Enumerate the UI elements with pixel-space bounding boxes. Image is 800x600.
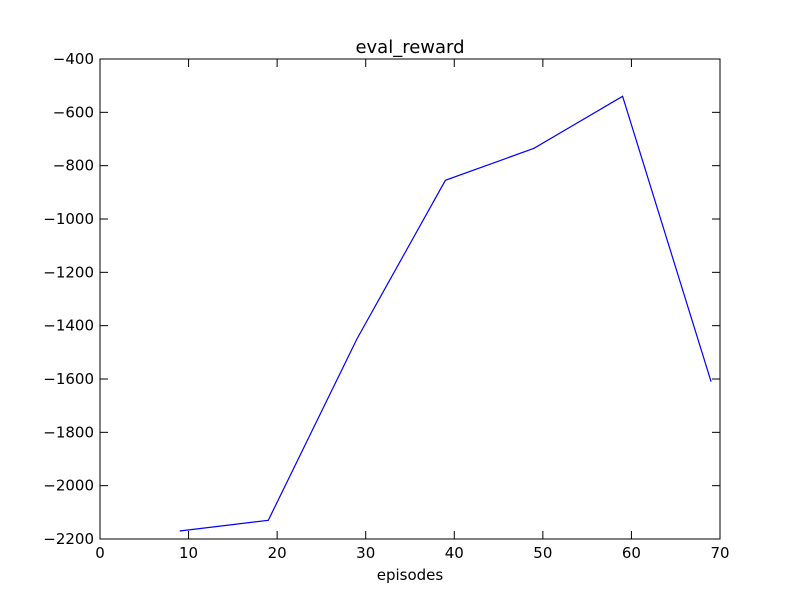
- y-tick-label: −2200: [43, 530, 94, 548]
- x-tick-label: 70: [710, 544, 729, 562]
- y-tick-label: −2000: [43, 477, 94, 495]
- x-axis-label: episodes: [377, 566, 444, 584]
- series-line: [179, 95, 712, 532]
- y-tick-label: −600: [53, 103, 94, 121]
- y-tick-label: −400: [53, 50, 94, 68]
- x-tick-label: 50: [533, 544, 552, 562]
- x-tick-label: 10: [179, 544, 198, 562]
- x-tick-label: 20: [268, 544, 287, 562]
- chart-title: eval_reward: [355, 37, 464, 58]
- y-tick-label: −1800: [43, 423, 94, 441]
- y-tick-label: −800: [53, 157, 94, 175]
- x-tick-label: 30: [356, 544, 375, 562]
- x-tick-label: 60: [622, 544, 641, 562]
- x-tick-label: 40: [445, 544, 464, 562]
- x-tick-label: 0: [95, 544, 105, 562]
- y-tick-label: −1400: [43, 317, 94, 335]
- y-tick-label: −1000: [43, 210, 94, 228]
- plot-frame: [99, 58, 721, 540]
- axis-ticks: 0 10 20 30 40 50 60 70 −2200 −2000 −1800 −1600 −1400…: [43, 50, 729, 562]
- series-layer: [179, 95, 712, 532]
- y-tick-label: −1200: [43, 263, 94, 281]
- y-tick-label: −1600: [43, 370, 94, 388]
